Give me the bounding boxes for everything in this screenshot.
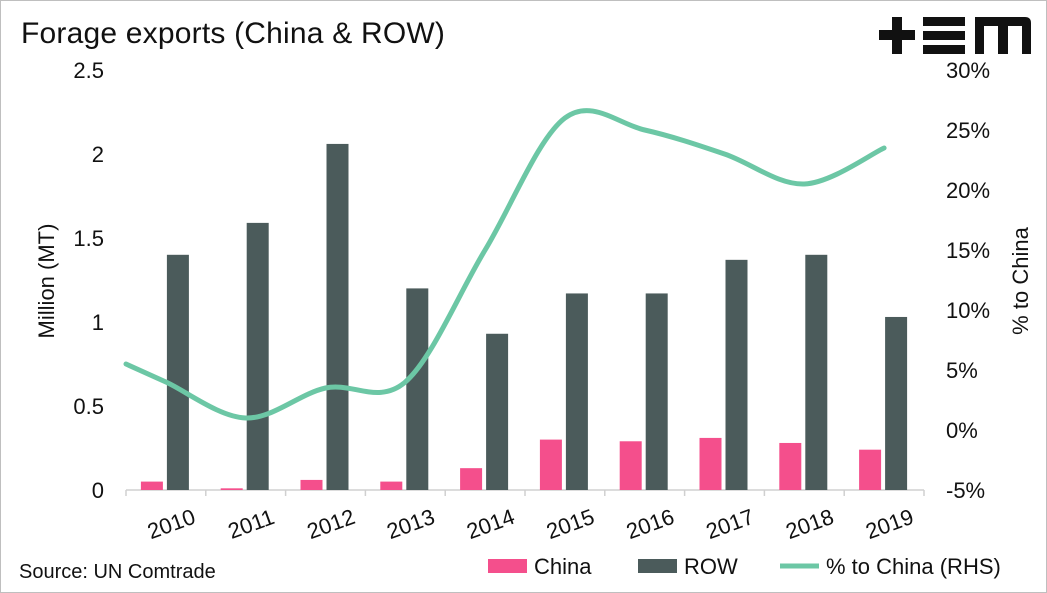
- bars-group: [140, 143, 908, 491]
- x-axis-tick-label: 2017: [703, 504, 758, 544]
- x-axis-tick-label: 2016: [623, 504, 678, 544]
- bar-row-2011: [246, 222, 269, 490]
- bar-china-2017: [699, 437, 722, 490]
- bar-row-2013: [406, 288, 429, 490]
- bar-china-2012: [300, 479, 323, 490]
- x-axis-tick-label: 2011: [225, 504, 278, 544]
- left-axis-tick-label: 2.5: [73, 58, 104, 83]
- x-axis-tick-label: 2019: [862, 504, 917, 544]
- left-axis-tick-label: 2: [92, 142, 104, 167]
- x-axis-tick-label: 2015: [543, 504, 598, 544]
- right-axis-tick-label: 20%: [946, 178, 990, 203]
- bar-row-2014: [486, 333, 509, 490]
- right-axis-tick-label: 25%: [946, 118, 990, 143]
- bar-china-2015: [539, 439, 562, 490]
- left-axis-tick-label: 0: [92, 478, 104, 503]
- bar-china-2010: [140, 481, 163, 490]
- left-axis-tick-label: 1.5: [73, 226, 104, 251]
- x-axis-labels: 2010 2011 2012 2013 2014 2015 2016 2017 2018 2019: [144, 504, 917, 544]
- bar-row-2017: [725, 259, 748, 490]
- right-axis-tick-label: 30%: [946, 58, 990, 83]
- x-axis-tick-label: 2013: [383, 504, 438, 544]
- bar-row-2015: [565, 293, 588, 490]
- legend: China ROW % to China (RHS): [488, 554, 1001, 579]
- x-axis-tick-label: 2010: [144, 504, 199, 544]
- bar-row-2012: [326, 143, 349, 491]
- right-axis-tick-label: 5%: [946, 358, 978, 383]
- series-line-pct-to-china: [123, 108, 887, 421]
- bar-china-2019: [859, 449, 882, 490]
- right-axis-ticks: -5% 0% 5% 10% 15% 20% 25% 30%: [946, 58, 990, 503]
- right-axis-tick-label: 10%: [946, 298, 990, 323]
- x-axis-tick-label: 2018: [782, 504, 837, 544]
- legend-label-china: China: [534, 554, 592, 579]
- x-axis-tick-marks: [125, 490, 925, 496]
- bar-row-2010: [166, 254, 189, 490]
- bar-row-2019: [885, 316, 908, 490]
- legend-swatch-row: [638, 559, 677, 573]
- bar-china-2013: [380, 481, 403, 490]
- legend-swatch-china: [488, 559, 527, 573]
- legend-label-pct: % to China (RHS): [826, 554, 1001, 579]
- bar-row-2016: [645, 293, 668, 490]
- right-axis-tick-label: 15%: [946, 238, 990, 263]
- bar-china-2014: [460, 468, 483, 490]
- left-axis-tick-label: 0.5: [73, 394, 104, 419]
- bar-china-2016: [619, 441, 642, 490]
- right-axis-tick-label: -5%: [946, 478, 985, 503]
- bar-china-2018: [779, 442, 802, 490]
- left-axis-tick-label: 1: [92, 310, 104, 335]
- bar-row-2018: [805, 254, 828, 490]
- left-axis-label: Million (MT): [34, 224, 59, 339]
- x-axis-tick-label: 2014: [463, 504, 518, 544]
- left-axis-ticks: 0 0.5 1 1.5 2 2.5: [73, 58, 104, 503]
- legend-label-row: ROW: [684, 554, 738, 579]
- right-axis-label: % to China: [1008, 226, 1033, 334]
- bar-china-2011: [220, 488, 243, 490]
- tem-logo-icon: [879, 15, 1035, 62]
- right-axis-tick-label: 0%: [946, 418, 978, 443]
- source-note: Source: UN Comtrade: [19, 561, 216, 583]
- x-axis-tick-label: 2012: [304, 504, 359, 544]
- chart-title: Forage exports (China & ROW): [21, 17, 446, 50]
